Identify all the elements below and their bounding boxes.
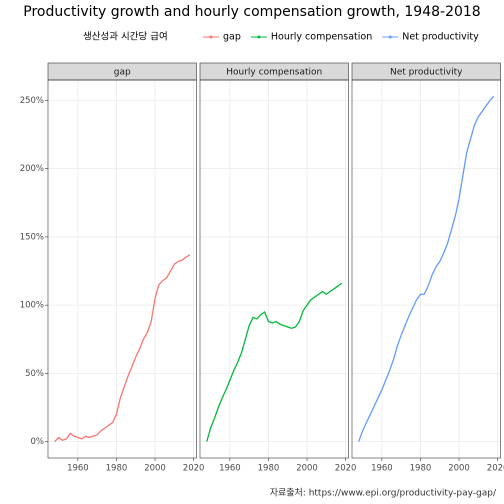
panel-border bbox=[199, 79, 349, 459]
y-tick-label: 150% bbox=[20, 232, 44, 242]
x-tick-label: 1960 bbox=[219, 464, 241, 474]
x-tick-label: 1960 bbox=[67, 464, 89, 474]
legend-label: Hourly compensation bbox=[271, 32, 372, 43]
legend-label: gap bbox=[223, 32, 241, 43]
x-tick-label: 1980 bbox=[258, 464, 280, 474]
legend-key-point bbox=[209, 35, 213, 39]
caption: 자료출처: https://www.epi.org/productivity-p… bbox=[270, 487, 497, 499]
x-tick-label: 1980 bbox=[106, 464, 128, 474]
x-tick-label: 2020 bbox=[335, 464, 357, 474]
panel-border bbox=[47, 79, 197, 459]
y-tick-label: 200% bbox=[20, 164, 44, 174]
x-tick-label: 2020 bbox=[183, 464, 205, 474]
panel-background bbox=[200, 80, 349, 458]
legend-title: 생산성과 시간당 급여 bbox=[83, 31, 168, 43]
legend-label: Net productivity bbox=[402, 32, 479, 43]
x-tick-label: 1980 bbox=[410, 464, 432, 474]
y-tick-label: 250% bbox=[20, 96, 44, 106]
legend-key-point bbox=[388, 35, 392, 39]
x-tick-label: 2000 bbox=[144, 464, 166, 474]
x-tick-label: 2000 bbox=[448, 464, 470, 474]
facet-label: Hourly compensation bbox=[226, 68, 322, 78]
facet-label: Net productivity bbox=[390, 68, 463, 78]
y-tick-label: 50% bbox=[25, 369, 44, 379]
series-line bbox=[54, 254, 191, 443]
series-line bbox=[358, 95, 495, 442]
x-tick-label: 2020 bbox=[487, 464, 504, 474]
legend-key-point bbox=[257, 35, 261, 39]
panel-background bbox=[48, 80, 197, 458]
x-tick-label: 1960 bbox=[371, 464, 393, 474]
panel-background bbox=[352, 80, 501, 458]
series-line bbox=[206, 282, 343, 442]
facet-label: gap bbox=[114, 68, 131, 78]
chart-title: Productivity growth and hourly compensat… bbox=[23, 4, 480, 20]
x-tick-label: 2000 bbox=[296, 464, 318, 474]
panel-border bbox=[351, 79, 501, 459]
y-tick-label: 100% bbox=[20, 301, 44, 311]
y-tick-label: 0% bbox=[31, 437, 45, 447]
